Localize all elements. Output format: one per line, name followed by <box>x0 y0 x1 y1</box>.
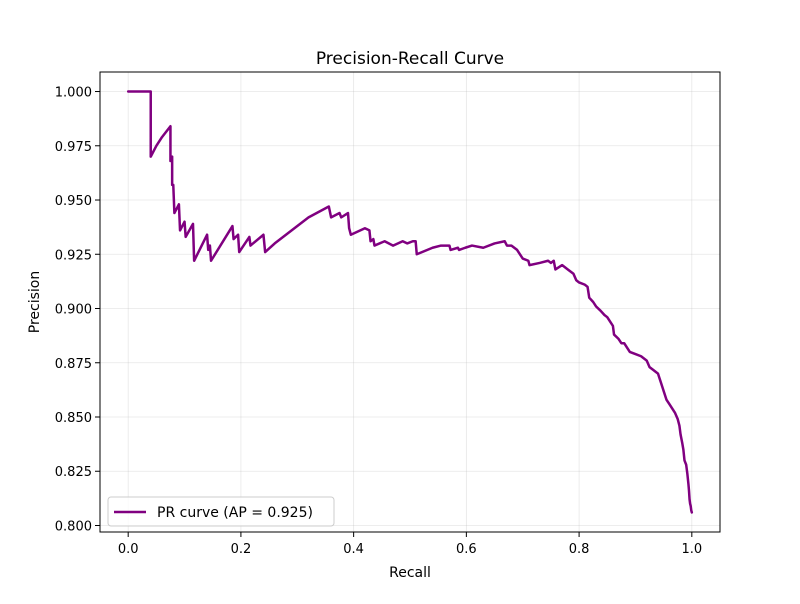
y-tick-label: 0.800 <box>55 519 92 534</box>
chart-title: Precision-Recall Curve <box>316 49 504 69</box>
x-tick-label: 1.0 <box>681 542 702 557</box>
x-tick-label: 0.0 <box>118 542 139 557</box>
y-tick-label: 0.850 <box>55 411 92 426</box>
pr-curve-line <box>126 90 694 514</box>
x-axis-ticks: 0.0 0.2 0.4 0.6 0.8 1.0 <box>118 532 702 557</box>
y-tick-label: 0.975 <box>55 140 92 155</box>
y-tick-label: 1.000 <box>55 86 92 101</box>
x-tick-label: 0.2 <box>231 542 252 557</box>
y-tick-label: 0.875 <box>55 357 92 372</box>
series-layer <box>126 90 694 514</box>
x-tick-label: 0.8 <box>569 542 590 557</box>
y-axis-ticks: 0.800 0.825 0.850 0.875 0.900 0.925 0.950 0.975… <box>55 86 100 534</box>
legend: PR curve (AP = 0.925) <box>107 496 335 527</box>
y-axis-label: Precision <box>27 271 43 333</box>
x-tick-label: 0.6 <box>456 542 477 557</box>
x-tick-label: 0.4 <box>343 542 364 557</box>
legend-label: PR curve (AP = 0.925) <box>157 505 313 521</box>
legend-box <box>107 496 335 527</box>
x-axis-label: Recall <box>389 565 431 581</box>
y-tick-label: 0.900 <box>55 303 92 318</box>
y-tick-label: 0.925 <box>55 248 92 263</box>
y-tick-label: 0.950 <box>55 194 92 209</box>
y-tick-label: 0.825 <box>55 465 92 480</box>
axes-frame <box>99 71 721 533</box>
grid <box>100 72 720 532</box>
